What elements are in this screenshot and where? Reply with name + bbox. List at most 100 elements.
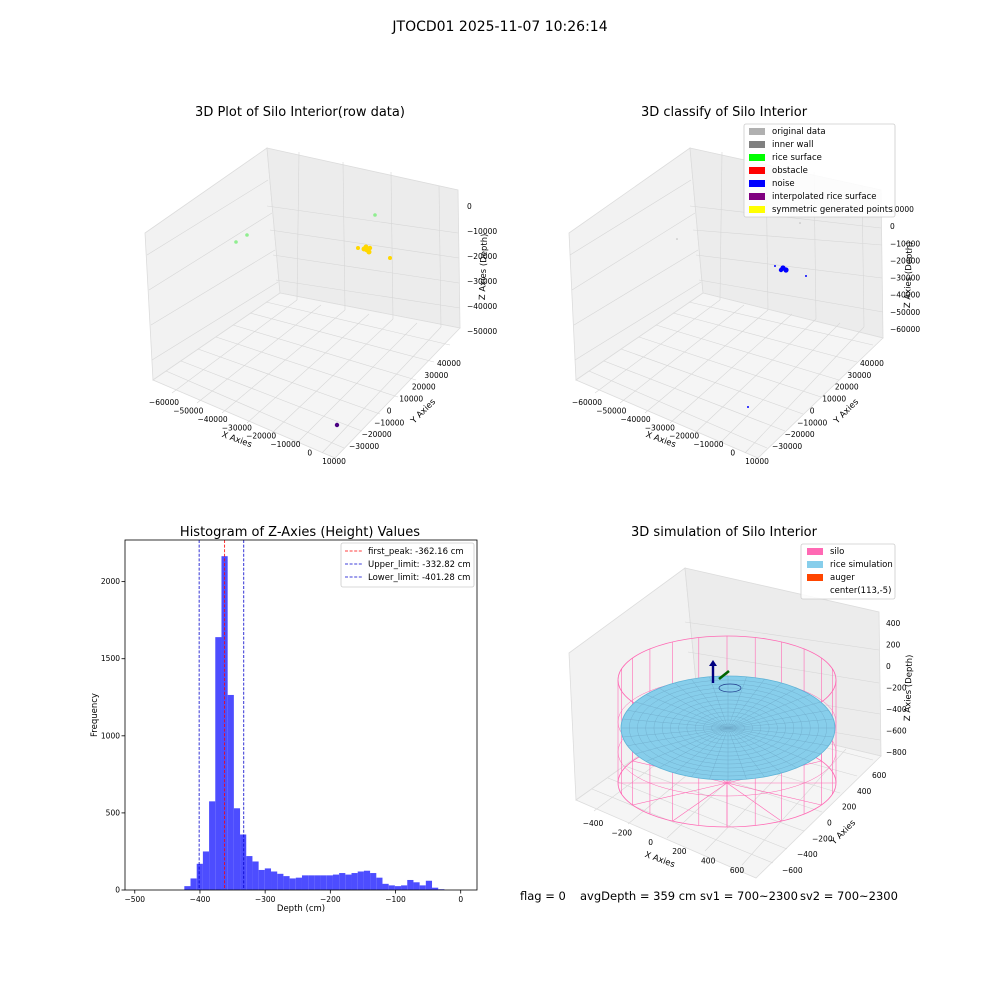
y-tick-label: 2000 <box>101 577 120 586</box>
histogram-bar <box>339 873 346 890</box>
z-tick-label: 10000 <box>890 205 914 214</box>
histogram-bar <box>184 886 191 890</box>
x-tick-label: −50000 <box>173 406 203 415</box>
y-tick-label: 40000 <box>860 359 884 368</box>
data-point <box>747 406 749 408</box>
auger <box>709 660 742 693</box>
y-tick-label: −20000 <box>785 430 815 439</box>
y-tick-label: 0 <box>115 886 120 895</box>
histogram-limit-lines <box>198 540 245 890</box>
rice-mesh-line <box>727 727 797 769</box>
status-sv2: sv2 = 700~2300 <box>800 889 898 903</box>
x-tick-label: −200 <box>320 895 341 904</box>
histogram-ticks: −500 −400 −300 −200 −100 0 0 500 1000 1500 2000 <box>101 577 463 904</box>
histogram-bar <box>190 878 197 890</box>
histogram-bar <box>401 885 408 890</box>
classified-legend-entry: rice surface <box>772 153 822 163</box>
z-tick-label: −10000 <box>467 227 497 236</box>
z-tick-label: −60000 <box>890 325 920 334</box>
histogram-bar <box>320 875 327 890</box>
data-point <box>783 267 789 273</box>
classified-3d-zlabel: Z Axies (Depth) <box>903 241 915 308</box>
status-line: flag = 0 avgDepth = 359 cm sv1 = 700~230… <box>520 889 898 903</box>
classified-3d-points <box>676 222 807 408</box>
histogram-bar <box>370 873 377 890</box>
histogram-legend: first_peak: -362.16 cm Upper_limit: -332.… <box>340 542 475 588</box>
y-tick-label: −10000 <box>374 418 404 427</box>
rice-surface <box>620 675 836 781</box>
rice-mesh-line <box>727 727 821 755</box>
y-tick-label: 30000 <box>424 371 448 380</box>
classified-3d-legend: original data inner wall rice surface obsta… <box>743 123 896 218</box>
histogram-bar <box>221 556 228 890</box>
silo-wire <box>632 782 728 806</box>
classified-3d-plot: 3D classify of Silo Interior <box>568 105 920 466</box>
histogram-bar <box>295 877 302 890</box>
simulation-legend-entry: center(113,-5) <box>830 586 891 596</box>
silo-wire <box>726 782 782 822</box>
simulation-legend-swatch <box>807 548 823 555</box>
classified-legend-swatch <box>749 167 765 174</box>
histogram-bar <box>215 637 222 890</box>
histogram-bar <box>202 851 210 890</box>
histogram-bar <box>326 875 333 890</box>
x-tick-label: −10000 <box>693 440 723 449</box>
histogram-bar <box>376 877 383 890</box>
rice-mesh-line <box>659 687 729 729</box>
histogram-bar <box>289 878 296 890</box>
rice-mesh-line <box>727 701 821 729</box>
rice-mesh-line <box>635 727 729 755</box>
rice-mesh-line <box>635 701 729 729</box>
histogram-bar <box>277 873 284 890</box>
y-tick-label: 600 <box>872 771 887 780</box>
z-tick-label: 0 <box>890 222 895 231</box>
y-tick-label: 20000 <box>412 383 436 392</box>
histogram-bar <box>227 694 234 890</box>
raw-3d-points <box>234 213 392 428</box>
x-tick-label: −30000 <box>222 423 252 432</box>
simulation-3d-legend: silo rice simulation auger center(113,-5) <box>800 543 896 600</box>
simulation-legend-entry: rice simulation <box>830 560 893 570</box>
classified-3d-ticks: −60000−50000−40000−30000−20000−100000100… <box>572 205 920 466</box>
data-point <box>234 240 238 244</box>
z-tick-label: 400 <box>886 619 901 628</box>
y-tick-label: 10000 <box>822 395 846 404</box>
histogram-bars <box>184 556 445 890</box>
histogram-bar <box>209 801 216 890</box>
raw-3d-ticks: −60000−50000−40000−30000−20000−100000100… <box>149 202 497 466</box>
y-tick-label: −10000 <box>797 418 827 427</box>
data-point <box>799 222 801 224</box>
histogram-bar <box>301 875 309 890</box>
classified-legend-swatch <box>749 128 765 135</box>
status-sv1: sv1 = 700~2300 <box>700 889 798 903</box>
y-tick-label: 0 <box>387 406 392 415</box>
rice-mesh-line <box>709 676 729 729</box>
rice-mesh-line <box>727 727 811 762</box>
histogram-bar <box>345 874 352 890</box>
classified-legend-entry: obstacle <box>772 166 808 176</box>
raw-3d-panes <box>144 147 461 459</box>
classified-legend-swatch <box>749 193 765 200</box>
rice-mesh-line <box>674 727 729 774</box>
y-tick-label: 20000 <box>835 383 859 392</box>
y-tick-label: −600 <box>782 866 803 875</box>
z-tick-label: −30000 <box>890 274 920 283</box>
classified-legend-entry: symmetric generated points <box>772 205 893 215</box>
z-tick-label: −400 <box>886 705 907 714</box>
x-tick-label: −40000 <box>620 415 650 424</box>
raw-3d-grid <box>146 151 461 454</box>
x-tick-label: −100 <box>385 895 406 904</box>
y-tick-label: 40000 <box>437 359 461 368</box>
status-avg-depth: avgDepth = 359 cm <box>580 889 696 903</box>
rice-mesh-line <box>645 694 729 729</box>
rice-mesh-line <box>727 727 765 777</box>
y-tick-label: −400 <box>797 850 818 859</box>
simulation-legend-swatch <box>807 561 823 568</box>
classified-legend-swatch <box>749 180 765 187</box>
histogram-bar <box>308 875 315 890</box>
data-point <box>388 256 392 260</box>
y-tick-label: 30000 <box>847 371 871 380</box>
data-point <box>334 422 340 428</box>
histogram-plot: Histogram of Z-Axies (Height) Values −50… <box>90 525 478 914</box>
z-tick-label: −20000 <box>890 256 920 265</box>
